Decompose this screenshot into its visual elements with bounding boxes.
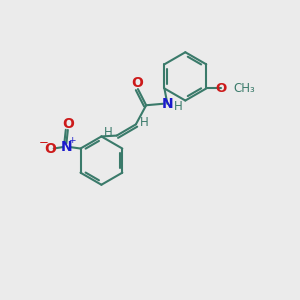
Text: N: N — [162, 97, 173, 111]
Text: O: O — [62, 117, 74, 131]
Text: O: O — [131, 76, 143, 90]
Text: H: H — [104, 125, 113, 139]
Text: CH₃: CH₃ — [233, 82, 255, 95]
Text: H: H — [140, 116, 148, 129]
Text: −: − — [39, 136, 49, 148]
Text: O: O — [44, 142, 56, 155]
Text: N: N — [61, 140, 72, 154]
Text: +: + — [68, 136, 75, 145]
Text: H: H — [174, 100, 183, 112]
Text: O: O — [215, 82, 226, 95]
